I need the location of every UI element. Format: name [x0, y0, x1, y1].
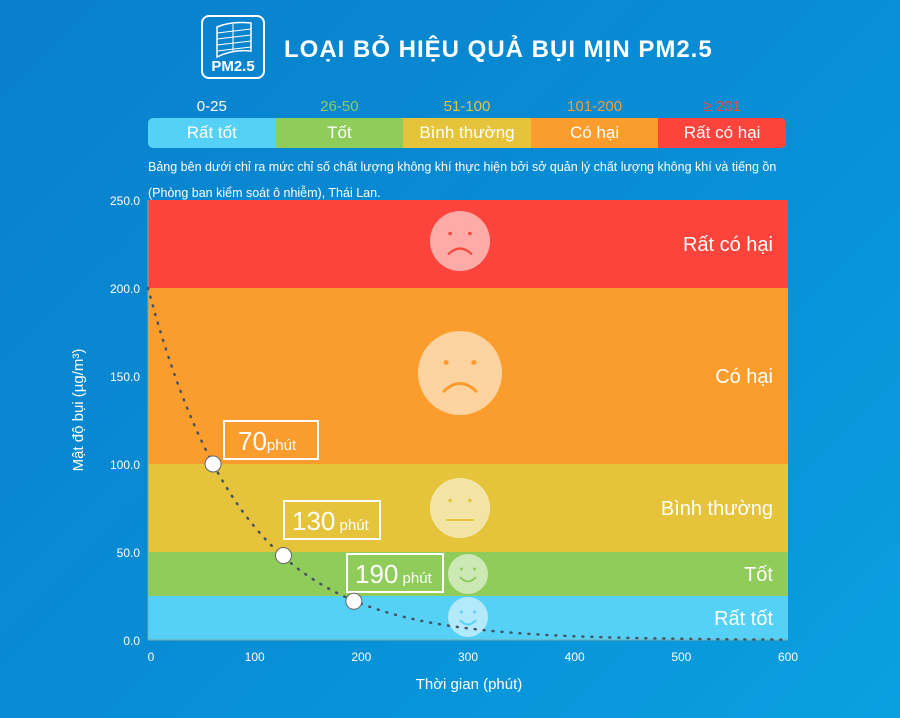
band-label-2: Bình thường: [661, 498, 773, 520]
face-eye: [468, 231, 472, 236]
scale-range-2: 51-100: [443, 98, 491, 115]
y-tick-label: 50.0: [117, 546, 141, 560]
marker-unit: phút: [398, 570, 432, 587]
face-eye: [459, 567, 463, 571]
pm25-logo: PM2.5: [201, 15, 265, 79]
note-line-1: Bảng bên dưới chỉ ra mức chỉ số chất lượ…: [148, 160, 777, 174]
series-line: [146, 286, 790, 641]
marker-label-box: [346, 553, 444, 593]
face-frown-icon: [418, 331, 502, 415]
x-tick-label: 200: [351, 650, 371, 664]
y-tick-label: 0.0: [123, 634, 140, 648]
face-eye: [471, 359, 477, 366]
scale-range-4: ≥ 201: [703, 98, 741, 115]
marker-label-box: [223, 420, 319, 460]
scale-ranges: 0-25 26-50 51-100 101-200 ≥ 201: [148, 98, 786, 115]
face-eye: [459, 610, 463, 614]
face-eye: [443, 359, 449, 366]
marker-unit: phút: [267, 437, 297, 454]
marker-label: 190 phút: [355, 559, 433, 589]
x-tick-label: 100: [245, 650, 265, 664]
x-tick-label: 500: [671, 650, 691, 664]
x-axis-label: Thời gian (phút): [416, 676, 523, 693]
y-tick-label: 150.0: [110, 370, 140, 384]
scale-levels: Rất tốt Tốt Bình thường Có hại Rất có hại: [148, 118, 786, 148]
page-title: LOẠI BỎ HIỆU QUẢ BỤI MỊN PM2.5: [284, 36, 713, 63]
x-tick-label: 300: [458, 650, 478, 664]
band-label-0: Rất tốt: [714, 608, 773, 630]
scale-level-2: Bình thường: [403, 118, 531, 148]
face-eye: [448, 498, 452, 503]
face-smile-icon: [448, 554, 488, 594]
face-mouth: [442, 382, 478, 393]
scale-level-4: Rất có hại: [658, 118, 786, 148]
marker-label-box: [283, 500, 381, 540]
face-mouth: [459, 619, 477, 626]
face-eye: [473, 567, 477, 571]
face-eye: [448, 231, 452, 236]
marker-minutes: 190: [355, 559, 398, 589]
face-mouth: [447, 247, 473, 256]
note-line-2: (Phòng ban kiểm soát ô nhiễm), Thái Lan.: [148, 186, 381, 200]
y-tick-label: 200.0: [110, 282, 140, 296]
band-label-3: Có hại: [715, 366, 773, 388]
band-label-1: Tốt: [744, 564, 773, 586]
marker-point: [345, 592, 363, 610]
scale-level-0: Rất tốt: [148, 118, 276, 148]
note: Bảng bên dưới chỉ ra mức chỉ số chất lượ…: [148, 154, 848, 206]
scale-level-3: Có hại: [530, 118, 659, 148]
marker-unit: phút: [335, 517, 369, 534]
face-neutral-icon: [430, 478, 490, 538]
y-tick-label: 100.0: [110, 458, 140, 472]
filter-icon: [216, 21, 252, 59]
scale-level-1: Tốt: [275, 118, 404, 148]
marker-label: 130 phút: [292, 506, 370, 536]
marker-minutes: 70: [238, 426, 267, 456]
face-mouth: [459, 576, 477, 583]
face-smile-icon: [448, 597, 488, 637]
band-label-4: Rất có hại: [683, 234, 773, 256]
marker-label: 70phút: [238, 426, 297, 456]
scale-range-3: 101-200: [567, 98, 623, 115]
scale-range-0: 0-25: [196, 98, 227, 115]
y-tick-label: 250.0: [110, 194, 140, 208]
face-eye: [468, 498, 472, 503]
x-tick-label: 0: [148, 650, 155, 664]
x-tick-label: 600: [778, 650, 798, 664]
x-tick-label: 400: [565, 650, 585, 664]
scale-range-1: 26-50: [320, 98, 359, 115]
face-frown-icon: [430, 211, 490, 271]
marker-point: [204, 455, 222, 473]
logo-text: PM2.5: [211, 58, 255, 75]
face-eye: [473, 610, 477, 614]
y-axis-label: Mật độ bụi (µg/m³): [70, 349, 87, 472]
marker-minutes: 130: [292, 506, 335, 536]
marker-point: [274, 547, 292, 565]
